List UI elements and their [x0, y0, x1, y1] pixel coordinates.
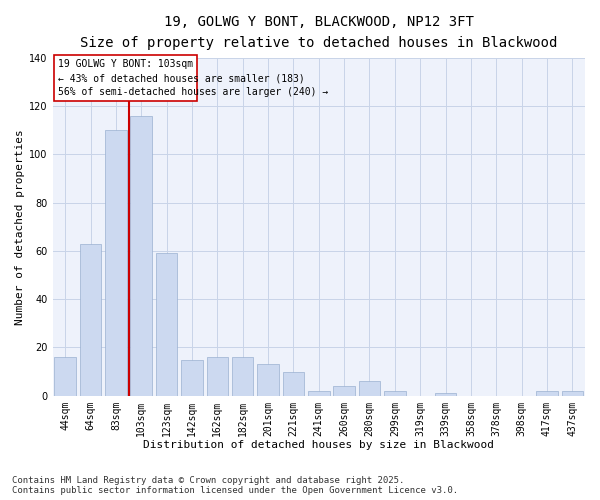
Bar: [130, 116, 152, 396]
FancyBboxPatch shape: [54, 56, 197, 101]
Bar: [283, 372, 304, 396]
Y-axis label: Number of detached properties: Number of detached properties: [15, 129, 25, 324]
Title: 19, GOLWG Y BONT, BLACKWOOD, NP12 3FT
Size of property relative to detached hous: 19, GOLWG Y BONT, BLACKWOOD, NP12 3FT Si…: [80, 15, 557, 50]
Bar: [536, 391, 558, 396]
Bar: [80, 244, 101, 396]
Text: 19 GOLWG Y BONT: 103sqm
← 43% of detached houses are smaller (183)
56% of semi-d: 19 GOLWG Y BONT: 103sqm ← 43% of detache…: [58, 59, 328, 97]
Bar: [435, 394, 457, 396]
Bar: [232, 357, 253, 396]
Bar: [156, 254, 178, 396]
Text: Contains HM Land Registry data © Crown copyright and database right 2025.
Contai: Contains HM Land Registry data © Crown c…: [12, 476, 458, 495]
Bar: [334, 386, 355, 396]
Bar: [384, 391, 406, 396]
Bar: [257, 364, 279, 396]
Bar: [206, 357, 228, 396]
Bar: [105, 130, 127, 396]
Bar: [562, 391, 583, 396]
Bar: [181, 360, 203, 396]
X-axis label: Distribution of detached houses by size in Blackwood: Distribution of detached houses by size …: [143, 440, 494, 450]
Bar: [359, 381, 380, 396]
Bar: [55, 357, 76, 396]
Bar: [308, 391, 329, 396]
